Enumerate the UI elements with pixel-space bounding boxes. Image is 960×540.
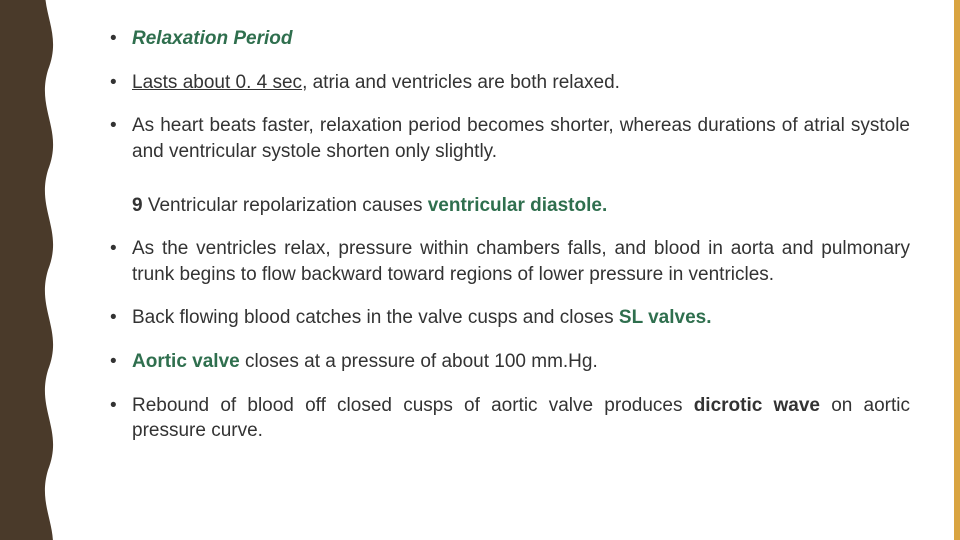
bullet-relaxation-title: Relaxation Period xyxy=(110,26,910,52)
aortic-valve-term: Aortic valve xyxy=(132,351,240,372)
dicrotic-wave-term: dicrotic wave xyxy=(694,395,820,416)
left-decorative-band xyxy=(0,0,58,540)
sl-valves-pre: Back flowing blood catches in the valve … xyxy=(132,307,619,328)
bullet-pressure-falls: As the ventricles relax, pressure within… xyxy=(110,236,910,287)
point9-text: Ventricular repolarization causes xyxy=(143,195,428,216)
numbered-point-9: 9 Ventricular repolarization causes vent… xyxy=(110,193,910,219)
bullet-sl-valves: Back flowing blood catches in the valve … xyxy=(110,305,910,331)
relaxation-period-heading: Relaxation Period xyxy=(132,28,293,49)
duration-underlined: Lasts about 0. 4 sec xyxy=(132,72,302,93)
aortic-valve-post: closes at a pressure of about 100 mm.Hg. xyxy=(240,351,598,372)
bullet-list: Relaxation Period Lasts about 0. 4 sec, … xyxy=(110,26,910,444)
bullet-faster-beats: As heart beats faster, relaxation period… xyxy=(110,113,910,164)
duration-rest: , atria and ventricles are both relaxed. xyxy=(302,72,620,93)
ventricular-diastole-term: ventricular diastole. xyxy=(428,195,608,216)
slide-content: Relaxation Period Lasts about 0. 4 sec, … xyxy=(110,26,910,462)
dicrotic-pre: Rebound of blood off closed cusps of aor… xyxy=(132,395,694,416)
bullet-duration: Lasts about 0. 4 sec, atria and ventricl… xyxy=(110,70,910,96)
bullet-aortic-valve: Aortic valve closes at a pressure of abo… xyxy=(110,349,910,375)
sl-valves-term: SL valves. xyxy=(619,307,712,328)
bullet-dicrotic-wave: Rebound of blood off closed cusps of aor… xyxy=(110,393,910,444)
number-9: 9 xyxy=(132,195,143,216)
right-decorative-band xyxy=(954,0,960,540)
